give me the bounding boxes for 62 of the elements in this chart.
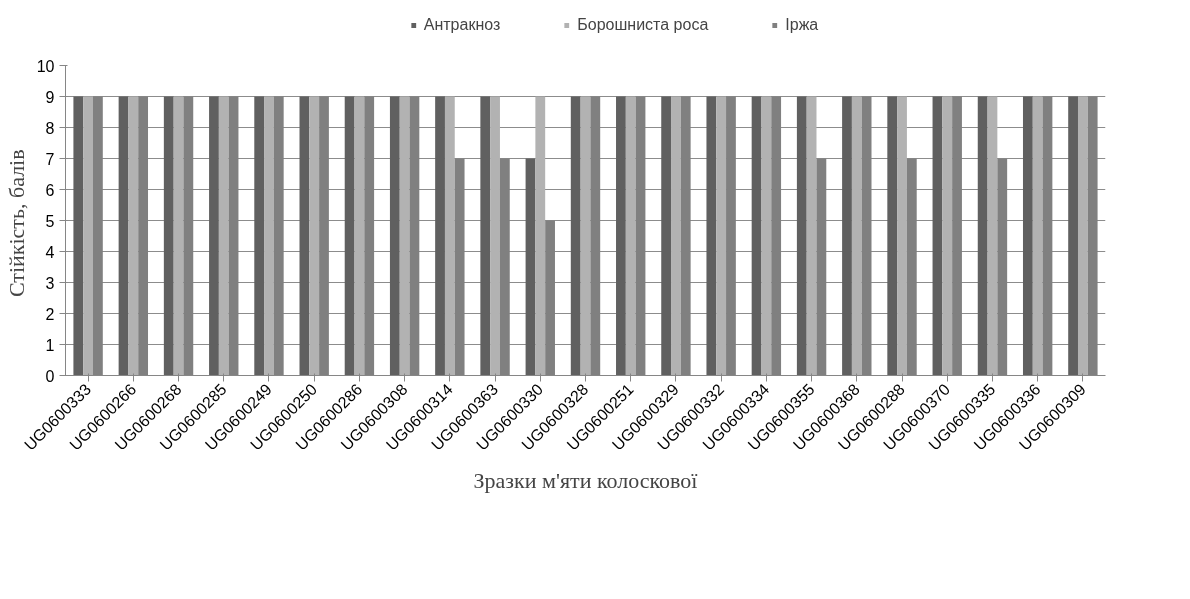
bar [163,96,174,376]
legend-label: Борошниста роса [577,16,709,34]
bar [661,96,672,376]
y-tick-label: 1 [45,336,55,354]
bar [625,96,636,376]
y-tick-label: 8 [45,119,55,137]
bar [1077,96,1088,376]
bar [389,96,400,376]
bar [616,96,626,376]
bar [435,96,445,376]
bar [851,96,862,376]
bar [1032,96,1043,376]
y-tick-label: 7 [45,150,55,168]
bar [299,96,310,376]
bar [706,96,717,376]
bar [254,96,265,376]
bar [83,96,94,376]
bar [128,96,139,376]
y-tick-label: 6 [45,181,55,199]
x-axis-title: Зразки м'яти колоскової [473,467,699,493]
bar [354,96,365,376]
bar [73,96,84,376]
bar [1068,96,1078,376]
bar [480,96,491,376]
bar [399,96,410,376]
bar [751,96,762,376]
bar [977,96,988,376]
bar [444,96,455,376]
bar [173,96,184,376]
legend-label: Антракноз [423,16,501,34]
y-tick-label: 3 [45,274,55,292]
bar [535,96,546,376]
y-tick-label: 0 [45,367,55,385]
bar [490,96,500,376]
y-tick-label: 2 [45,305,55,323]
bar [842,96,852,376]
bar [942,96,953,376]
bar [264,96,274,376]
bar [344,96,355,376]
bar [118,96,129,376]
bar [671,96,681,376]
bar [570,96,581,376]
y-tick-label: 9 [45,88,55,106]
y-axis-title: Стійкість, балів [3,149,29,298]
bar [309,96,320,376]
bar [796,96,807,376]
bar [897,96,907,376]
bar [1022,96,1033,376]
y-tick-label: 10 [36,57,55,75]
bar [716,96,727,376]
legend-label: Іржа [785,16,819,34]
y-tick-label: 5 [45,212,55,230]
bar [209,96,219,376]
bar [887,96,898,376]
bar [932,96,943,376]
y-tick-label: 4 [45,243,55,261]
bar [987,96,998,376]
bar [761,96,772,376]
bar [806,96,817,376]
bar [525,158,536,376]
bar [218,96,229,376]
bar [580,96,591,376]
